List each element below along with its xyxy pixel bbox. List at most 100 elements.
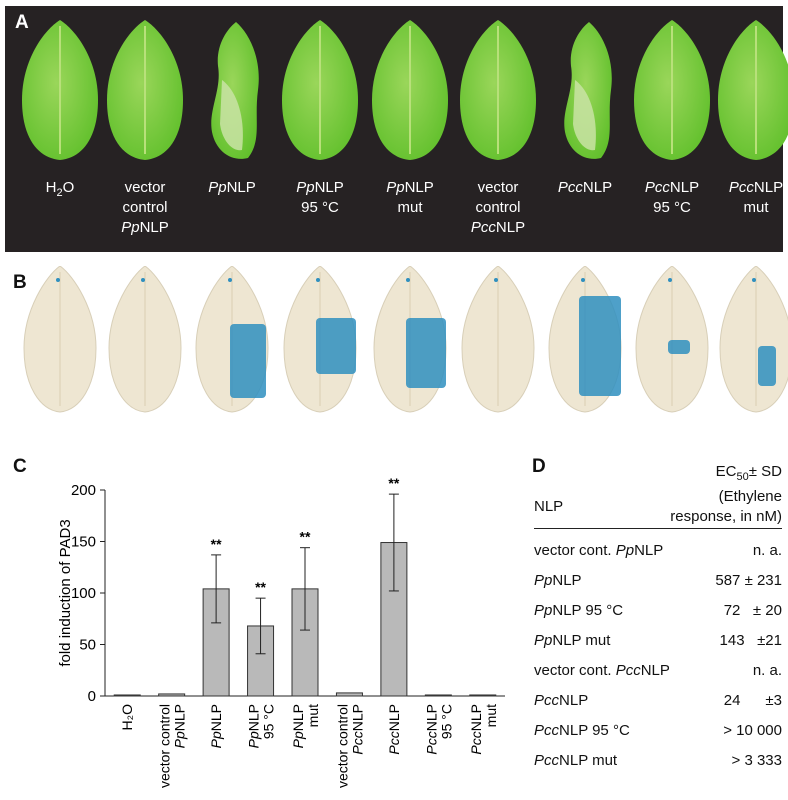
x-category-label-line: 95 °C [261,704,277,739]
leaf-treatment-label: PccNLP [540,178,630,198]
gus-stain-area [406,318,446,388]
x-category-label-line: vector control [334,704,350,788]
cleared-leaf-shape [719,266,788,413]
leaf-photo [564,22,612,159]
species-prefix: Pcc [386,731,402,754]
label-line: PccNLP [470,219,526,236]
x-category-label: PpNLP [208,704,224,748]
leaf-treatment-label: vector control PccNLP [453,178,543,238]
x-category-label-line: PccNLP [386,704,402,755]
species-prefix: Pcc [349,731,365,754]
x-category-label-line: mut [483,704,499,727]
x-category-label-line: PccNLP [468,704,484,755]
nlp-name-cell: PpNLP [534,572,582,589]
x-category-label-line: PpNLP [208,704,224,748]
x-category-label-line: 95 °C [438,704,454,739]
x-category-label: PccNLPmut [468,704,499,755]
x-category-label-line: PpNLP [172,704,188,748]
bar [335,692,363,697]
label-line: mut [397,199,423,216]
panel-a-leaf-photos: A H2O vector control PpNLP PpNLP PpNLP 95 °C Pp… [5,6,788,252]
stain-dot [316,278,320,282]
necrotic-area [220,80,243,151]
cleared-leaf [719,266,788,413]
y-tick-label: 50 [79,637,96,654]
table-row: PccNLP 24 ±3 [534,692,782,712]
cleared-leaf [461,266,535,413]
panel-c-letter: C [13,456,27,477]
ec50-header-line3: response, in nM) [670,508,782,525]
cleared-leaf [283,266,357,413]
label-line: vector [477,179,519,196]
leaf-treatment-label: PccNLP mut [711,178,788,218]
leaf-photo [460,20,536,160]
label-line: PpNLP [386,179,434,196]
ec50-value-cell: n. a. [752,542,782,559]
x-category-label-line: PpNLP [290,704,306,748]
nlp-name-cell: PccNLP mut [534,752,618,769]
ec50-value-cell: > 10 000 [723,722,782,739]
stain-dot [141,278,145,282]
label-suffix: NLP [208,704,224,731]
label-line: 95 °C [653,199,691,216]
species-prefix: Pcc [468,731,484,754]
x-category-label: PpNLP95 °C [246,704,277,748]
x-category-label-line: PpNLP [246,704,262,748]
ec50-header-line1: EC50± SD [612,462,782,487]
label-line: PpNLP [296,179,344,196]
healthy-leaf-shape [718,20,788,160]
y-tick-label: 150 [71,534,96,551]
necrotic-area [573,80,596,151]
species-prefix: Pcc [423,731,439,754]
y-tick-label: 0 [88,688,96,705]
gus-stain-area [316,318,356,374]
label-line: vector [124,179,166,196]
leaf-treatment-label: PpNLP 95 °C [275,178,365,218]
label-suffix: NLP [423,704,439,731]
cleared-leaf [548,266,622,413]
bar [113,694,141,697]
x-category-label: PccNLP [386,704,402,755]
label-suffix: NLP [246,704,262,731]
label-suffix: NLP [386,704,402,731]
panel-d-ec50-table: D EC50± SD (Ethylene response, in nM) NL… [520,452,788,800]
gus-stain-area [230,324,266,398]
nlp-name-cell: PccNLP 95 °C [534,722,630,739]
species-prefix: Pp [246,731,262,748]
stain-dot [668,278,672,282]
significance-marker: ** [388,475,399,491]
x-category-label: vector controlPccNLP [334,704,365,788]
bar [158,693,186,697]
panel-c-bar-chart: C 0 50 100 150 200 fold induction of PAD3 H₂O v… [0,452,520,800]
x-category-label-line: PccNLP [423,704,439,755]
significance-marker: ** [211,536,222,552]
stain-dot [581,278,585,282]
cleared-leaf [108,266,182,413]
label-suffix: NLP [349,704,365,731]
ec50-value-cell: n. a. [752,662,782,679]
table-row: vector cont. PccNLP n. a. [534,662,782,682]
label-line: mut [743,199,769,216]
leaf-treatment-label: H2O [15,178,105,203]
label-suffix: NLP [172,704,188,731]
leaf-photo [718,20,788,160]
ec50-sd-label: ± SD [748,463,782,480]
x-category-label-line: mut [305,704,321,727]
label-line: PpNLP [121,219,169,236]
y-axis-label: fold induction of PAD3 [57,519,74,666]
nlp-name-cell: vector cont. PccNLP [534,662,670,679]
nlp-name-cell: PpNLP mut [534,632,611,649]
bar [424,694,452,697]
panel-b-letter: B [13,272,27,293]
leaf-photo [107,20,183,160]
leaf-photo [634,20,710,160]
cleared-leaf [635,266,709,413]
pad3-bar-chart: 0 50 100 150 200 fold induction of PAD3 H₂O vec… [57,475,505,788]
label-suffix: NLP [468,704,484,731]
label-line: PpNLP [208,179,256,196]
panel-d-letter: D [532,456,546,477]
table-row: vector cont. PpNLP n. a. [534,542,782,562]
x-category-label-line: vector control [157,704,173,788]
table-row: PpNLP mut 143 ±21 [534,632,782,652]
leaf-treatment-label: PpNLP [187,178,277,198]
